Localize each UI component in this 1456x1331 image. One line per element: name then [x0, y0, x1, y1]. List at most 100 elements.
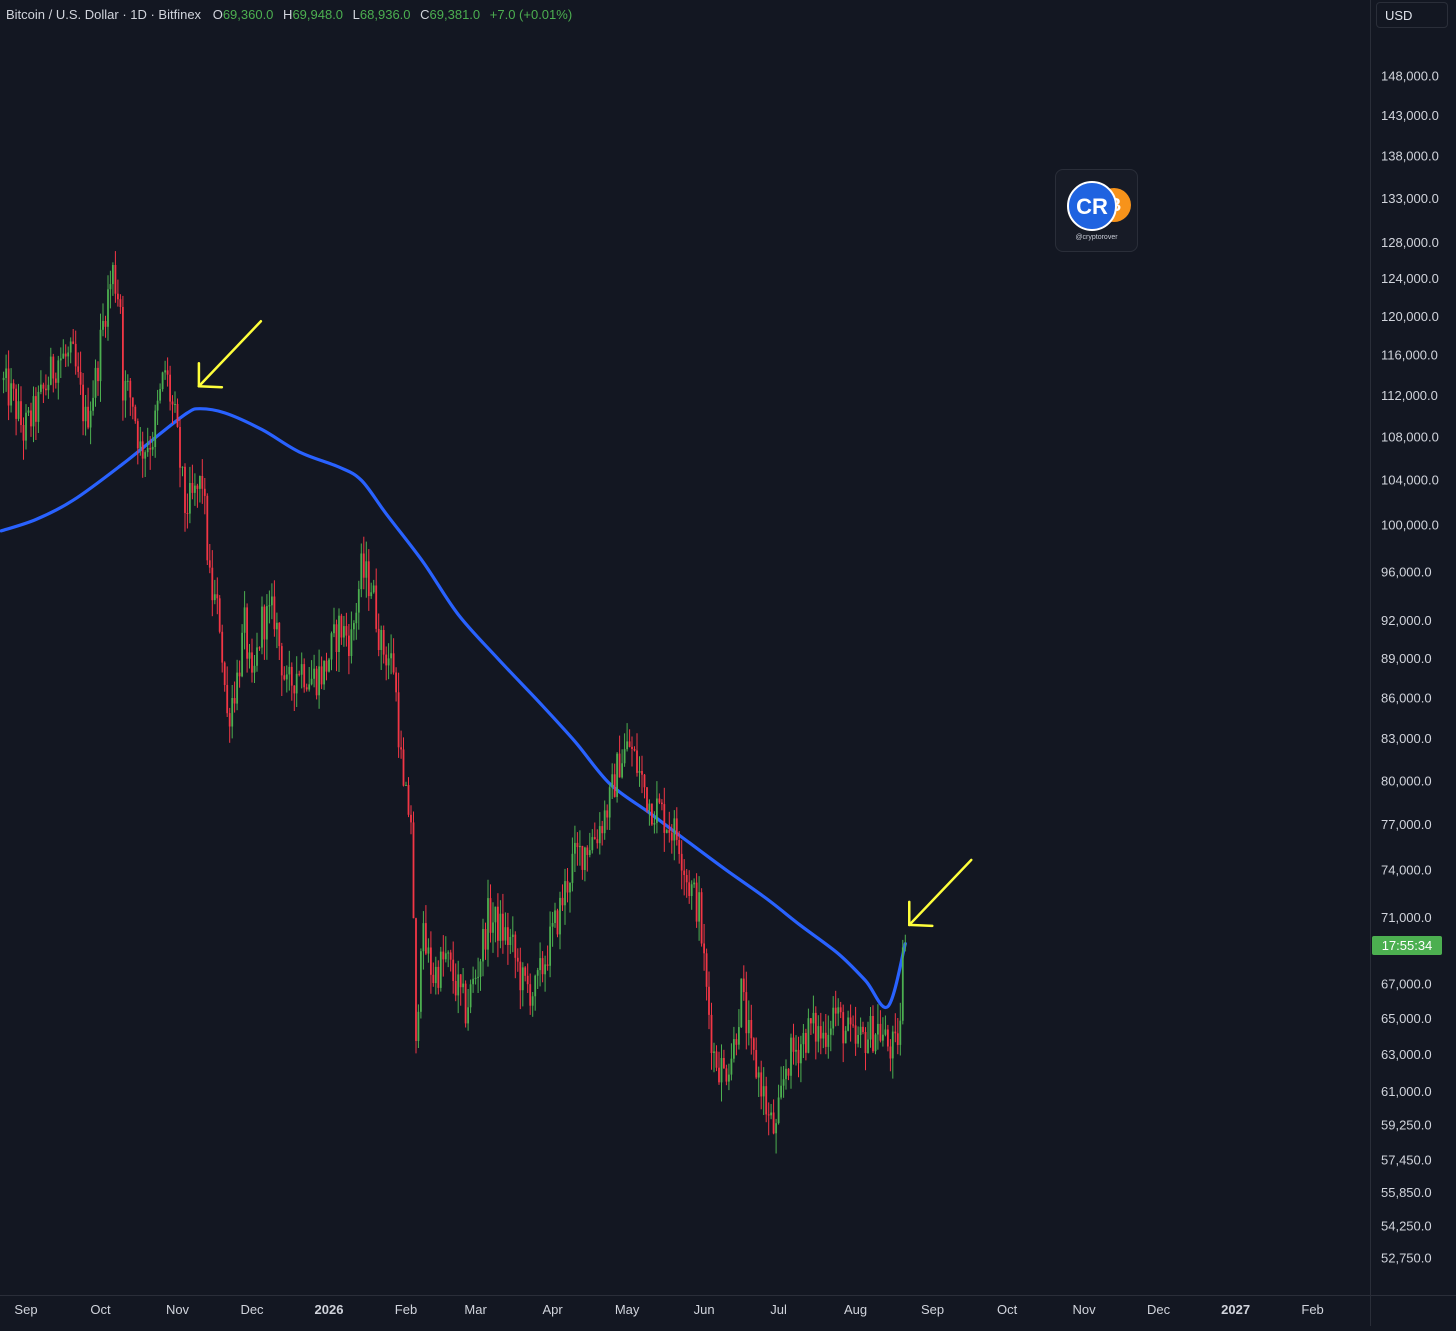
candle-body — [859, 1026, 862, 1035]
candle-down — [402, 737, 405, 787]
candle-up — [390, 634, 392, 675]
candle-body — [685, 875, 688, 883]
candle-down — [824, 1014, 827, 1055]
candle-down — [87, 387, 89, 430]
price-axis[interactable]: 148,000.0 143,000.0 138,000.0 133,000.0 128,… — [1381, 69, 1439, 1266]
candle-down — [735, 1033, 738, 1056]
candle-body — [499, 913, 502, 941]
candle-down — [196, 483, 199, 508]
candle-body — [904, 944, 907, 945]
candle-body — [32, 396, 35, 427]
candle-up — [551, 911, 554, 947]
candle-body — [203, 488, 206, 496]
candle-down — [42, 382, 45, 403]
candle-down — [45, 374, 47, 396]
candle-down — [131, 397, 134, 420]
candle-body — [703, 943, 705, 954]
symbol-title[interactable]: Bitcoin / U.S. Dollar · 1D · Bitfinex — [6, 7, 202, 22]
moving-average-layer — [0, 407, 907, 1010]
candle-down — [526, 963, 529, 993]
candle-body — [618, 753, 621, 778]
candle-up — [288, 650, 291, 691]
time-axis[interactable]: Sep Oct Nov Dec 2026 Feb Mar Apr May Jun Jul Aug Sep… — [14, 1302, 1323, 1317]
candle-down — [705, 948, 708, 1001]
candle-body — [656, 798, 658, 823]
low-key: L — [352, 7, 360, 22]
candle-body — [852, 1024, 854, 1026]
currency-button[interactable]: USD — [1376, 2, 1448, 28]
candle-body — [564, 881, 566, 906]
candle-up — [544, 955, 546, 992]
candle-body — [377, 628, 380, 650]
candle-body — [328, 659, 330, 672]
candle-down — [618, 735, 621, 778]
watermark-logo: ₿ CR @cryptorover — [1055, 169, 1138, 252]
time-tick-label: May — [615, 1302, 640, 1317]
price-tick-label: 112,000.0 — [1381, 388, 1438, 403]
candle-up — [89, 401, 92, 445]
candle-up — [611, 763, 614, 799]
candle-body — [305, 687, 308, 690]
candle-body — [574, 842, 576, 854]
price-tick-label: 92,000.0 — [1381, 613, 1432, 628]
candle-up — [549, 911, 551, 978]
candle-down — [221, 624, 224, 673]
candle-up — [901, 939, 904, 1025]
candle-up — [492, 902, 494, 953]
candle-body — [273, 596, 276, 630]
candle-up — [469, 979, 472, 1014]
candle-down — [114, 251, 117, 303]
price-tick-label: 116,000.0 — [1381, 348, 1438, 363]
candle-up — [511, 916, 514, 953]
candle-body — [502, 913, 504, 941]
candle-up — [194, 473, 196, 506]
candle-down — [238, 660, 241, 688]
candle-body — [405, 785, 407, 786]
candle-down — [680, 840, 683, 890]
candle-body — [710, 1014, 713, 1053]
candle-down — [273, 580, 276, 637]
candle-up — [330, 631, 333, 671]
candle-down — [556, 908, 559, 938]
candle-body — [561, 897, 564, 906]
candle-body — [867, 1039, 869, 1053]
candle-down — [715, 1045, 718, 1072]
candle-up — [777, 1084, 780, 1125]
candle-up — [62, 339, 65, 359]
candle-body — [814, 1012, 817, 1042]
candle-up — [357, 580, 360, 630]
candle-down — [425, 905, 427, 956]
candle-up — [59, 347, 62, 378]
candle-down — [631, 736, 633, 767]
candle-body — [290, 666, 293, 686]
candle-body — [653, 823, 656, 825]
candle-up — [832, 996, 835, 1036]
candle-body — [360, 553, 363, 590]
candle-up — [355, 603, 358, 640]
symbol-legend[interactable]: Bitcoin / U.S. Dollar · 1D · Bitfinex O6… — [6, 7, 572, 22]
candle-body — [218, 598, 221, 632]
candle-body — [45, 388, 47, 391]
candle-up — [92, 380, 94, 416]
candle-body — [492, 922, 494, 933]
candle-down — [203, 478, 206, 515]
candle-up — [49, 347, 52, 386]
candle-down — [596, 829, 599, 849]
candle-down — [176, 398, 179, 428]
candle-body — [191, 483, 194, 493]
candle-up — [40, 370, 42, 395]
candle-down — [561, 884, 564, 911]
candle-up — [857, 1026, 859, 1048]
candle-up — [69, 337, 72, 364]
price-tick-label: 80,000.0 — [1381, 773, 1432, 788]
candle-body — [221, 631, 224, 663]
candle-down — [79, 351, 82, 395]
candle-up — [698, 876, 700, 941]
candle-body — [472, 978, 474, 985]
candle-down — [601, 820, 604, 846]
price-tick-label: 83,000.0 — [1381, 731, 1432, 746]
candle-body — [874, 1034, 877, 1052]
candle-body — [243, 607, 246, 633]
